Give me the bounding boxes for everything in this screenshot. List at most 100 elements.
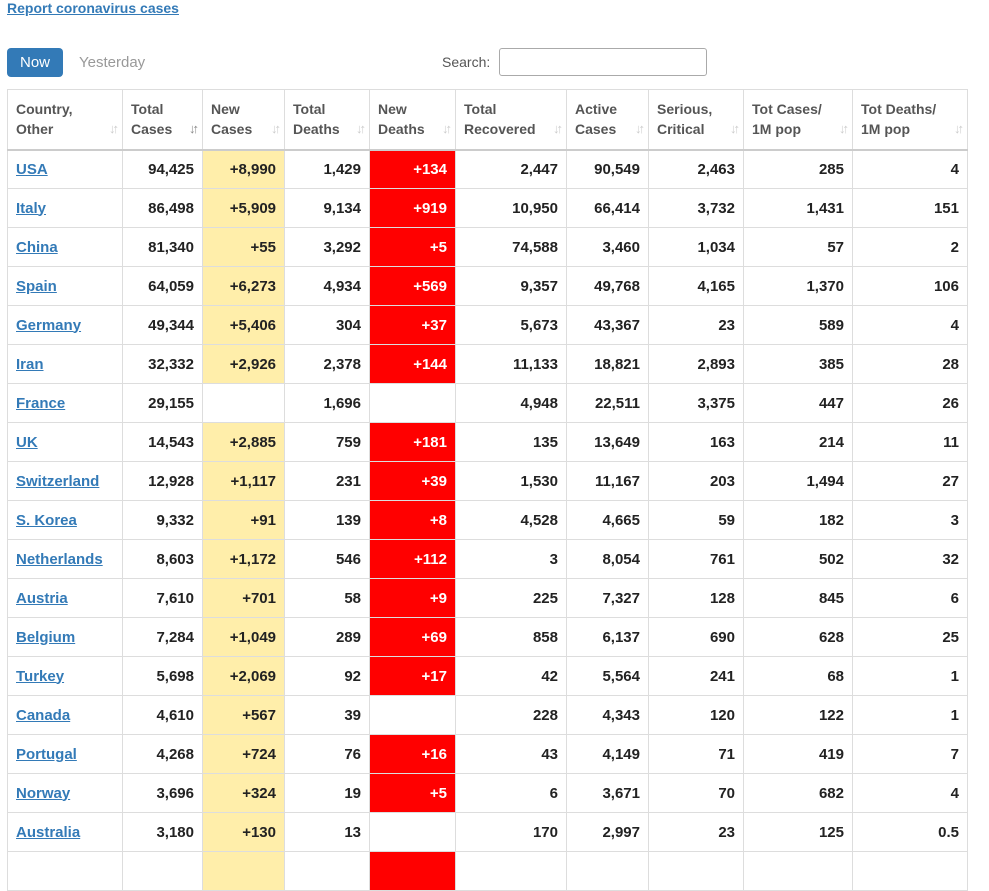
country-cell: Australia bbox=[7, 812, 123, 852]
column-header-line2: Critical bbox=[657, 121, 705, 138]
sort-icon[interactable]: ↓↑ bbox=[442, 120, 452, 136]
data-cell-col7: 3,375 bbox=[648, 383, 744, 423]
country-cell: Canada bbox=[7, 695, 123, 735]
country-cell bbox=[7, 851, 123, 891]
country-link[interactable]: Norway bbox=[16, 784, 71, 802]
data-cell-col1: 49,344 bbox=[122, 305, 203, 345]
country-link[interactable]: Turkey bbox=[16, 667, 65, 685]
country-link[interactable]: Iran bbox=[16, 355, 44, 373]
column-header-8[interactable]: Tot Cases/1M pop ↓↑ bbox=[743, 89, 853, 151]
data-cell-col3: 76 bbox=[284, 734, 370, 774]
data-cell-col5: 4,528 bbox=[455, 500, 567, 540]
data-cell-col1: 7,610 bbox=[122, 578, 203, 618]
column-header-3[interactable]: Total Deaths ↓↑ bbox=[284, 89, 370, 151]
country-link[interactable]: Portugal bbox=[16, 745, 77, 763]
column-header-9[interactable]: Tot Deaths/1M pop ↓↑ bbox=[852, 89, 968, 151]
country-link[interactable]: USA bbox=[16, 160, 48, 178]
country-cell: Italy bbox=[7, 188, 123, 228]
column-header-7[interactable]: Serious, Critical ↓↑ bbox=[648, 89, 744, 151]
table-row: Germany 49,344 +5,406 304 +37 5,673 43,367 23 58… bbox=[7, 305, 968, 345]
data-cell-col3: 759 bbox=[284, 422, 370, 462]
data-cell-col9: 151 bbox=[852, 188, 968, 228]
country-link[interactable]: Belgium bbox=[16, 628, 76, 646]
data-cell-col2: +2,069 bbox=[202, 656, 285, 696]
sort-icon[interactable]: ↓↑ bbox=[954, 120, 964, 136]
country-link[interactable]: Canada bbox=[16, 706, 71, 724]
data-cell-col5: 3 bbox=[455, 539, 567, 579]
table-row: Spain 64,059 +6,273 4,934 +569 9,357 49,768 4,1… bbox=[7, 266, 968, 306]
country-link[interactable]: Netherlands bbox=[16, 550, 103, 568]
data-cell-col4: +134 bbox=[369, 149, 456, 189]
data-cell-col6: 5,564 bbox=[566, 656, 649, 696]
column-header-6[interactable]: Active Cases ↓↑ bbox=[566, 89, 649, 151]
report-cases-link[interactable]: Report coronavirus cases bbox=[7, 0, 179, 16]
column-header-line2: Other bbox=[16, 121, 54, 138]
country-link[interactable]: UK bbox=[16, 433, 38, 451]
data-cell-col6: 3,460 bbox=[566, 227, 649, 267]
column-header-5[interactable]: Total Recovered ↓↑ bbox=[455, 89, 567, 151]
data-cell-col7 bbox=[648, 851, 744, 891]
data-cell-col2: +701 bbox=[202, 578, 285, 618]
data-cell-col2: +1,172 bbox=[202, 539, 285, 579]
sort-icon[interactable]: ↓↑ bbox=[109, 120, 119, 136]
sort-icon[interactable]: ↓↑ bbox=[356, 120, 366, 136]
data-cell-col6: 8,054 bbox=[566, 539, 649, 579]
column-header-1[interactable]: Total Cases ↓↑ bbox=[122, 89, 203, 151]
tab-now[interactable]: Now bbox=[7, 48, 64, 77]
country-link[interactable]: China bbox=[16, 238, 58, 256]
column-header-line1: Country, bbox=[16, 101, 73, 118]
sort-icon[interactable]: ↓↑ bbox=[839, 120, 849, 136]
country-link[interactable]: S. Korea bbox=[16, 511, 77, 529]
data-cell-col7: 23 bbox=[648, 305, 744, 345]
column-header-0[interactable]: Country, Other ↓↑ bbox=[7, 89, 123, 151]
country-link[interactable]: Austria bbox=[16, 589, 68, 607]
sort-icon[interactable]: ↓↑ bbox=[553, 120, 563, 136]
country-link[interactable]: France bbox=[16, 394, 66, 412]
data-cell-col3: 92 bbox=[284, 656, 370, 696]
data-cell-col1: 14,543 bbox=[122, 422, 203, 462]
data-cell-col7: 241 bbox=[648, 656, 744, 696]
data-cell-col5: 228 bbox=[455, 695, 567, 735]
data-cell-col8: 628 bbox=[743, 617, 853, 657]
column-header-4[interactable]: New Deaths ↓↑ bbox=[369, 89, 456, 151]
data-cell-col5: 1,530 bbox=[455, 461, 567, 501]
sort-desc-icon[interactable]: ↓↑ bbox=[189, 120, 199, 136]
country-link[interactable]: Spain bbox=[16, 277, 57, 295]
data-cell-col2: +567 bbox=[202, 695, 285, 735]
data-cell-col6: 7,327 bbox=[566, 578, 649, 618]
search-input[interactable] bbox=[499, 48, 708, 76]
data-cell-col7: 70 bbox=[648, 773, 744, 813]
data-cell-col4: +69 bbox=[369, 617, 456, 657]
country-link[interactable]: Switzerland bbox=[16, 472, 100, 490]
column-header-line2: Cases bbox=[131, 121, 173, 138]
data-cell-col3 bbox=[284, 851, 370, 891]
sort-icon[interactable]: ↓↑ bbox=[730, 120, 740, 136]
data-cell-col9: 7 bbox=[852, 734, 968, 774]
country-link[interactable]: Australia bbox=[16, 823, 81, 841]
data-cell-col1: 8,603 bbox=[122, 539, 203, 579]
data-cell-col9: 32 bbox=[852, 539, 968, 579]
data-cell-col9: 28 bbox=[852, 344, 968, 384]
table-row: USA 94,425 +8,990 1,429 +134 2,447 90,549 2,463… bbox=[7, 149, 968, 189]
data-cell-col2 bbox=[202, 383, 285, 423]
data-cell-col4 bbox=[369, 383, 456, 423]
data-cell-col9: 2 bbox=[852, 227, 968, 267]
sort-icon[interactable]: ↓↑ bbox=[271, 120, 281, 136]
column-header-2[interactable]: New Cases ↓↑ bbox=[202, 89, 285, 151]
tab-yesterday[interactable]: Yesterday bbox=[79, 54, 146, 71]
country-cell: Germany bbox=[7, 305, 123, 345]
country-link[interactable]: Germany bbox=[16, 316, 82, 334]
data-cell-col4: +5 bbox=[369, 227, 456, 267]
column-header-line2: 1M pop bbox=[752, 121, 801, 138]
data-cell-col3: 9,134 bbox=[284, 188, 370, 228]
data-cell-col2: +130 bbox=[202, 812, 285, 852]
sort-icon[interactable]: ↓↑ bbox=[635, 120, 645, 136]
data-cell-col5: 4,948 bbox=[455, 383, 567, 423]
data-cell-col7: 3,732 bbox=[648, 188, 744, 228]
data-cell-col6: 13,649 bbox=[566, 422, 649, 462]
data-cell-col2: +1,049 bbox=[202, 617, 285, 657]
data-cell-col9: 3 bbox=[852, 500, 968, 540]
column-header-line1: Tot Cases/ bbox=[752, 101, 822, 118]
country-link[interactable]: Italy bbox=[16, 199, 47, 217]
data-cell-col9: 6 bbox=[852, 578, 968, 618]
